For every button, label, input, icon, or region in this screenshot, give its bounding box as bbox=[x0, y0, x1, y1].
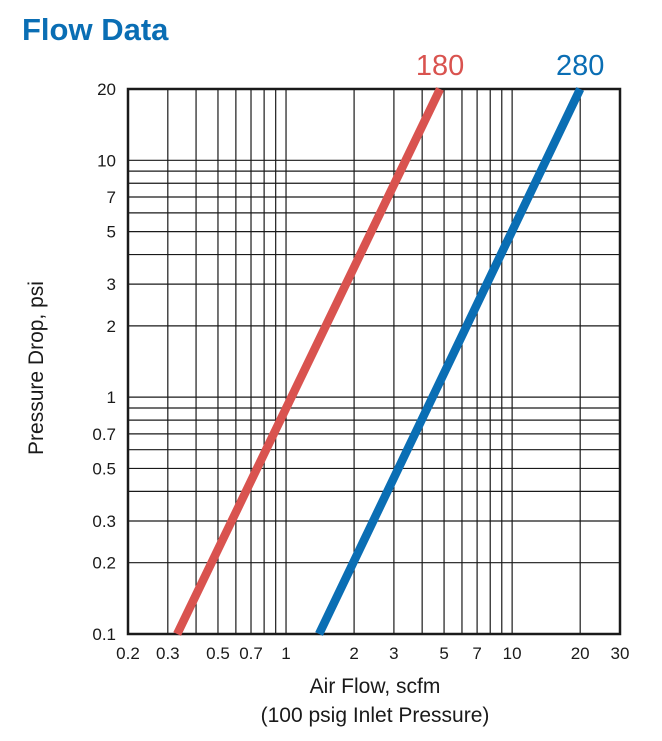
x-tick-label: 5 bbox=[439, 644, 448, 663]
y-axis-label: Pressure Drop, psi bbox=[25, 281, 48, 455]
x-tick-label: 1 bbox=[281, 644, 290, 663]
x-tick-label: 2 bbox=[349, 644, 358, 663]
y-tick-label: 1 bbox=[107, 388, 116, 407]
y-tick-label: 0.2 bbox=[92, 554, 116, 573]
x-tick-label: 10 bbox=[503, 644, 522, 663]
plot-frame bbox=[126, 87, 622, 636]
x-tick-label: 0.2 bbox=[116, 644, 140, 663]
x-tick-label: 20 bbox=[571, 644, 590, 663]
chart-title: Flow Data bbox=[22, 12, 169, 47]
series-label-280: 280 bbox=[556, 50, 604, 82]
series-line-180 bbox=[173, 87, 444, 636]
y-tick-label: 7 bbox=[107, 188, 116, 207]
x-axis-label: Air Flow, scfm bbox=[310, 675, 441, 698]
y-tick-label: 20 bbox=[97, 80, 116, 99]
series-line-280 bbox=[315, 87, 585, 636]
x-tick-label: 30 bbox=[611, 644, 630, 663]
grid bbox=[128, 89, 620, 634]
y-tick-label: 0.5 bbox=[92, 459, 116, 478]
series-group: 180 280 bbox=[173, 50, 604, 636]
x-tick-label: 3 bbox=[389, 644, 398, 663]
x-tick-label: 0.7 bbox=[239, 644, 263, 663]
x-axis-ticks: 0.2 0.3 0.5 0.7 1 2 3 5 7 10 20 30 bbox=[116, 644, 629, 663]
x-tick-label: 7 bbox=[472, 644, 481, 663]
y-tick-label: 0.7 bbox=[92, 425, 116, 444]
x-tick-label: 0.5 bbox=[206, 644, 230, 663]
x-axis-sublabel: (100 psig Inlet Pressure) bbox=[261, 704, 490, 727]
y-tick-label: 10 bbox=[97, 151, 116, 170]
y-tick-label: 2 bbox=[107, 317, 116, 336]
y-tick-label: 0.3 bbox=[92, 512, 116, 531]
y-axis-ticks: 0.1 0.2 0.3 0.5 0.7 1 2 3 5 7 10 20 bbox=[92, 80, 116, 644]
y-tick-label: 0.1 bbox=[92, 625, 116, 644]
series-label-180: 180 bbox=[416, 50, 464, 82]
y-tick-label: 5 bbox=[107, 223, 116, 242]
x-tick-label: 0.3 bbox=[156, 644, 180, 663]
y-tick-label: 3 bbox=[107, 275, 116, 294]
